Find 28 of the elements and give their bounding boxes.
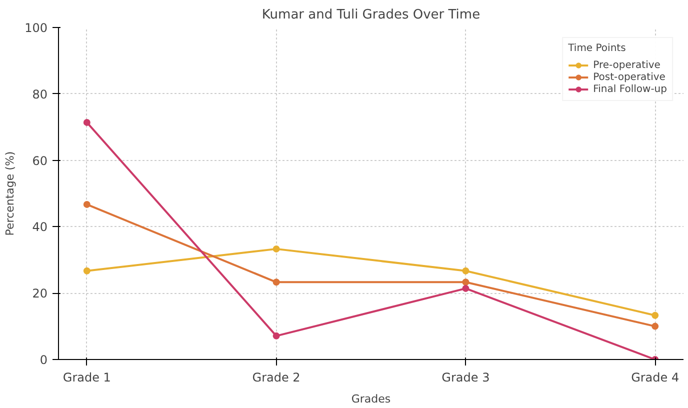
legend-label: Final Follow-up <box>593 83 667 95</box>
point <box>652 312 659 319</box>
legend-title: Time Points <box>568 43 627 54</box>
y-tick-label: 20 <box>32 286 48 301</box>
point <box>272 332 280 340</box>
point <box>272 245 280 252</box>
y-tick-label: 60 <box>32 154 48 168</box>
y-tick-label: 100 <box>24 21 48 35</box>
point <box>462 278 470 286</box>
point <box>462 284 470 292</box>
point <box>462 267 470 274</box>
x-tick-label: Grade 4 <box>631 370 680 384</box>
chart-title: Kumar and Tuli Grades Over Time <box>262 8 480 22</box>
x-tick-label: Grade 1 <box>62 370 111 384</box>
y-tick-label: 80 <box>32 87 48 102</box>
legend-label: Pre-operative <box>593 59 660 71</box>
x-tick-label: Grade 3 <box>442 370 490 384</box>
x-tick-label: Grade 2 <box>252 370 300 384</box>
y-tick-label: 40 <box>32 220 48 234</box>
point <box>652 322 659 330</box>
point <box>83 200 90 208</box>
y-axis-title: Percentage (%) <box>4 151 17 236</box>
x-axis-title: Grades <box>351 392 391 406</box>
legend-label: Post-operative <box>593 71 666 83</box>
point <box>272 278 280 286</box>
y-tick-label: 0 <box>40 353 48 367</box>
point <box>83 267 90 274</box>
point <box>83 118 90 126</box>
